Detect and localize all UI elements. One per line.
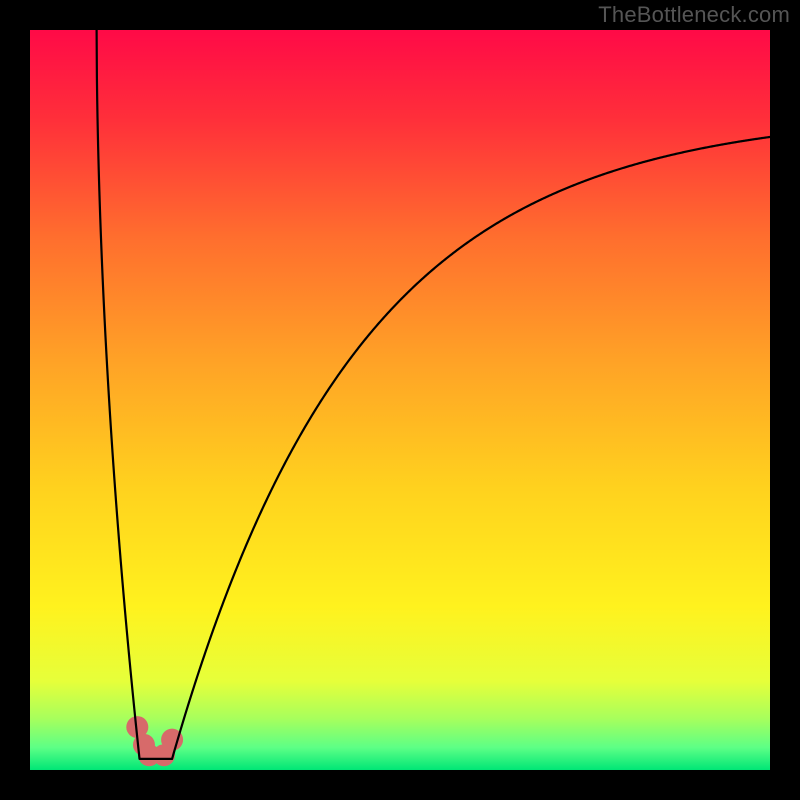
watermark-text: TheBottleneck.com <box>598 2 790 28</box>
chart-container: TheBottleneck.com <box>0 0 800 800</box>
plot-background <box>30 30 770 770</box>
bottleneck-chart <box>0 0 800 800</box>
